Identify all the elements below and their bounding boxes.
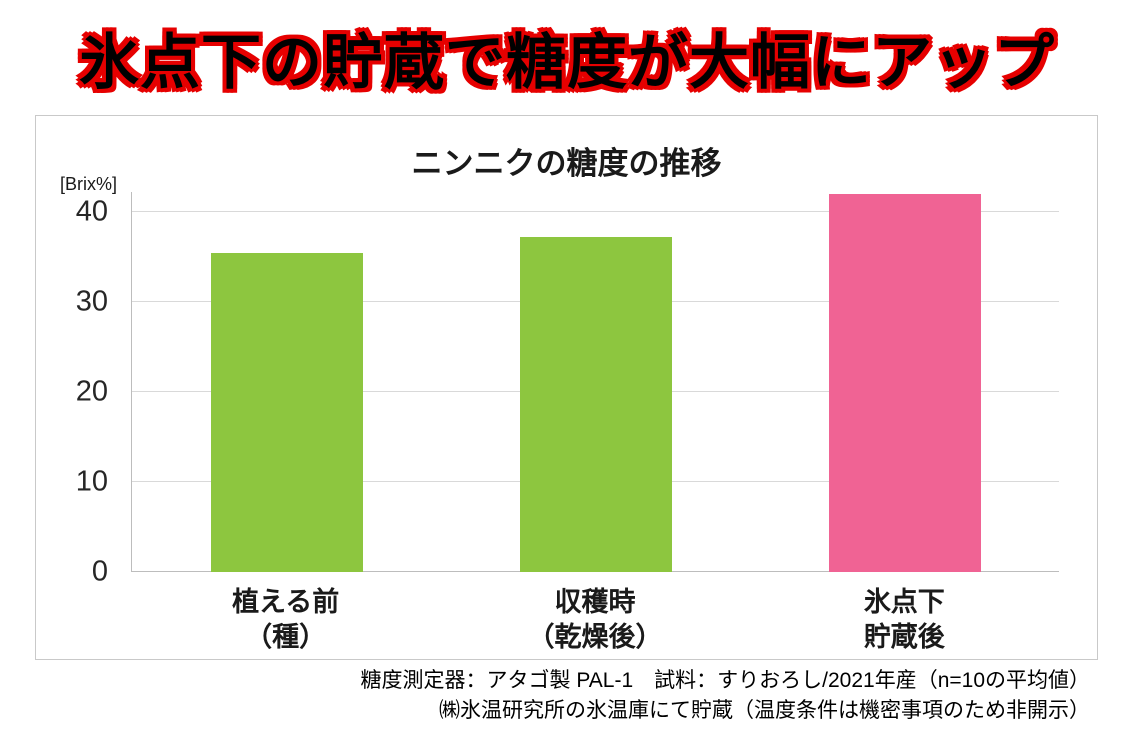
category-label-line: （種） (245, 622, 327, 653)
chart-title: ニンニクの糖度の推移 (411, 146, 722, 181)
y-axis-labels: 0 10 20 30 40 (36, 192, 124, 586)
category-label-line: 収穫時 (554, 587, 636, 617)
footnote-line-1: ㈱氷温研究所の氷温庫にて貯蔵（温度条件は機密事項のため非開示） (439, 698, 1090, 722)
footnote-line-0: 糖度測定器：アタゴ製 PAL-1 試料：すりおろし/2021年産（n=10の平均… (360, 669, 1091, 692)
plot-area (131, 192, 1059, 572)
footnotes: 糖度測定器：アタゴ製 PAL-1 試料：すりおろし/2021年産（n=10の平均… (60, 666, 1091, 726)
bar-1 (519, 237, 672, 572)
bar-cell-1 (441, 192, 750, 572)
headline: 氷点下の貯蔵で糖度が大幅にアップ (79, 29, 1055, 96)
y-tick-label-20: 20 (75, 375, 108, 408)
category-label-1: 収穫時 （乾燥後） (440, 585, 749, 655)
category-label-line: 貯蔵後 (863, 622, 945, 653)
bar-0 (210, 252, 363, 572)
category-label-line: （乾燥後） (527, 622, 663, 653)
category-label-0: 植える前 （種） (131, 585, 440, 655)
category-label-line: 氷点下 (863, 587, 945, 617)
category-label-line: 植える前 (232, 587, 340, 617)
bar-cell-0 (132, 192, 441, 572)
bar-2 (828, 194, 981, 572)
category-labels: 植える前 （種） 収穫時 （乾燥後） 氷点下貯蔵後 (131, 585, 1059, 655)
y-tick-label-30: 30 (75, 285, 108, 318)
gridline-40 (132, 211, 1059, 212)
y-tick-label-0: 0 (91, 555, 108, 588)
bars-row (132, 192, 1059, 572)
category-label-2: 氷点下 貯蔵後 (750, 585, 1059, 655)
y-tick-label-40: 40 (75, 195, 108, 228)
y-tick-label-10: 10 (75, 465, 108, 498)
chart-panel: ニンニクの糖度の推移 [Brix%] 0 10 20 30 40 植える前 （種） 収穫時 （… (35, 115, 1098, 660)
bar-cell-2 (750, 192, 1059, 572)
y-axis-unit-label: [Brix%] (60, 174, 118, 194)
